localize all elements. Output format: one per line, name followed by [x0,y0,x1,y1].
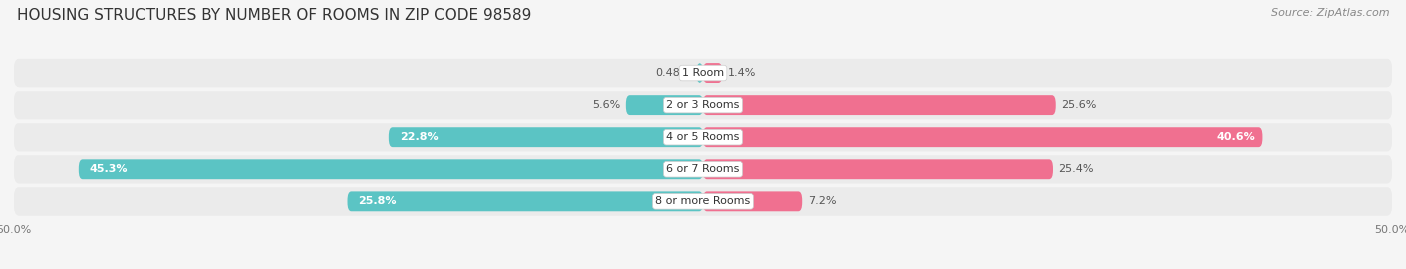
Text: 45.3%: 45.3% [90,164,128,174]
FancyBboxPatch shape [14,123,1392,151]
Text: 25.8%: 25.8% [359,196,396,206]
FancyBboxPatch shape [14,59,1392,87]
Text: 25.6%: 25.6% [1062,100,1097,110]
Text: 8 or more Rooms: 8 or more Rooms [655,196,751,206]
Text: 25.4%: 25.4% [1059,164,1094,174]
Text: 1.4%: 1.4% [728,68,756,78]
Text: 6 or 7 Rooms: 6 or 7 Rooms [666,164,740,174]
FancyBboxPatch shape [703,159,1053,179]
FancyBboxPatch shape [703,127,1263,147]
Text: 40.6%: 40.6% [1216,132,1256,142]
FancyBboxPatch shape [703,63,723,83]
FancyBboxPatch shape [14,59,1392,87]
Text: 2 or 3 Rooms: 2 or 3 Rooms [666,100,740,110]
FancyBboxPatch shape [696,63,703,83]
FancyBboxPatch shape [14,187,1392,215]
Text: 1 Room: 1 Room [682,68,724,78]
FancyBboxPatch shape [347,192,703,211]
FancyBboxPatch shape [14,123,1392,151]
FancyBboxPatch shape [389,127,703,147]
FancyBboxPatch shape [14,155,1392,183]
Text: 0.48%: 0.48% [655,68,690,78]
FancyBboxPatch shape [14,91,1392,119]
Text: 7.2%: 7.2% [807,196,837,206]
FancyBboxPatch shape [626,95,703,115]
FancyBboxPatch shape [79,159,703,179]
FancyBboxPatch shape [14,155,1392,183]
FancyBboxPatch shape [703,192,803,211]
Text: HOUSING STRUCTURES BY NUMBER OF ROOMS IN ZIP CODE 98589: HOUSING STRUCTURES BY NUMBER OF ROOMS IN… [17,8,531,23]
FancyBboxPatch shape [703,95,1056,115]
Text: 5.6%: 5.6% [592,100,620,110]
FancyBboxPatch shape [14,91,1392,119]
Text: 4 or 5 Rooms: 4 or 5 Rooms [666,132,740,142]
Text: 22.8%: 22.8% [399,132,439,142]
FancyBboxPatch shape [14,187,1392,215]
Text: Source: ZipAtlas.com: Source: ZipAtlas.com [1271,8,1389,18]
